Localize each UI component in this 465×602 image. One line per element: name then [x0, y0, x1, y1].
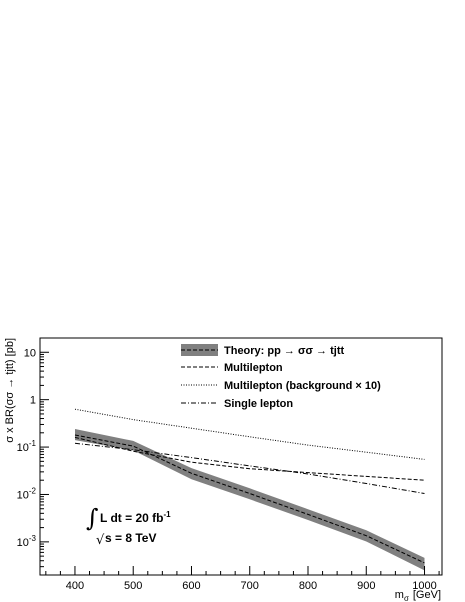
lumi-annotation: L dt = 20 fb-1	[100, 510, 171, 525]
series-layer	[74, 408, 425, 571]
energy-annotation: s = 8 TeV	[105, 531, 156, 545]
legend-entry-multilepton: Multilepton	[181, 362, 283, 374]
x-tick-label-1000: 1000	[412, 580, 436, 592]
series-1-line	[74, 436, 425, 481]
x-axis-title: mσ [GeV]	[395, 589, 441, 602]
lumi-integral-sign: ∫	[86, 504, 99, 532]
x-tick-label-900: 900	[357, 580, 375, 592]
x-axis-title-sub: σ	[404, 594, 409, 602]
legend-label-theory: Theory: pp → σσ → tjtt	[224, 345, 344, 357]
energy-sqrt-sign: √	[96, 533, 105, 548]
ticks-layer	[40, 337, 440, 576]
y-tick-label-3: 1	[30, 395, 36, 407]
lumi-text: L dt = 20 fb	[100, 511, 163, 525]
x-axis-title-unit: [GeV]	[413, 589, 441, 601]
legend-label-multilepton-bkg: Multilepton (background × 10)	[224, 380, 381, 392]
y-tick-label-2: 10-1	[17, 439, 37, 454]
tick-labels: 400 500 600 700 800 900 1000 10-3 10-2 10-1 1 10	[17, 347, 437, 592]
legend-label-single-lepton: Single lepton	[224, 398, 293, 410]
series-0-line	[74, 434, 425, 564]
legend-label-multilepton: Multilepton	[224, 362, 283, 374]
series-0-band	[75, 429, 425, 571]
x-tick-label-800: 800	[299, 580, 317, 592]
y-tick-label-1: 10-2	[17, 486, 37, 501]
x-tick-label-500: 500	[124, 580, 142, 592]
x-tick-label-700: 700	[241, 580, 259, 592]
legend-entry-theory: Theory: pp → σσ → tjtt	[181, 344, 344, 357]
x-axis-title-main: m	[395, 589, 404, 601]
annotation-block: ∫ L dt = 20 fb-1 √ s = 8 TeV	[86, 504, 171, 548]
series-3-line	[74, 442, 425, 494]
legend-entry-multilepton-bkg: Multilepton (background × 10)	[181, 380, 381, 392]
y-tick-label-4: 10	[24, 347, 36, 359]
y-tick-label-0: 10-3	[17, 534, 37, 549]
x-tick-label-400: 400	[66, 580, 84, 592]
legend-entry-single-lepton: Single lepton	[181, 398, 293, 410]
x-tick-label-600: 600	[182, 580, 200, 592]
legend: Theory: pp → σσ → tjtt Multilepton Multi…	[181, 344, 381, 410]
y-axis-title: σ x BR(σσ → tjtt) [pb]	[4, 338, 16, 443]
lumi-exponent: -1	[163, 510, 171, 519]
